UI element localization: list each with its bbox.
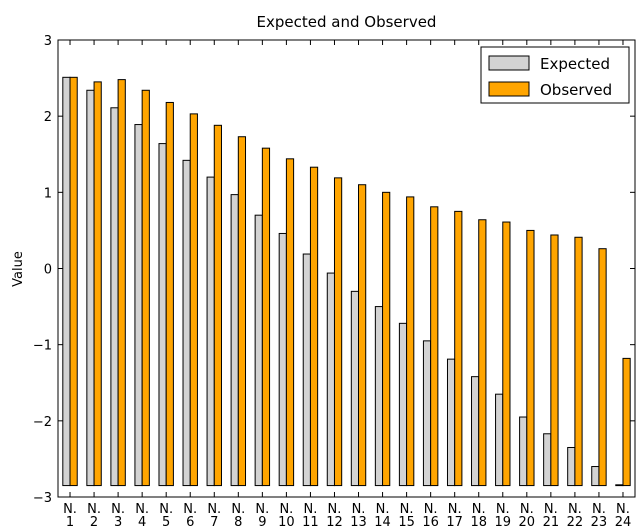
bar-expected-23 — [591, 466, 600, 487]
x-tick-label: N. 15 — [398, 502, 415, 530]
bar-observed-2 — [93, 81, 102, 487]
y-tick-label: −2 — [33, 415, 52, 430]
y-tick-label: −3 — [33, 491, 52, 506]
x-tick-label: N. 24 — [615, 502, 632, 530]
x-tick-label: N. 1 — [63, 502, 77, 530]
bar-observed-20 — [526, 229, 535, 487]
x-tick-label: N. 7 — [207, 502, 221, 530]
bar-observed-23 — [598, 248, 607, 487]
x-tick-label: N. 11 — [302, 502, 319, 530]
bar-expected-16 — [422, 340, 432, 487]
x-tick-label: N. 23 — [591, 502, 608, 530]
bar-observed-9 — [261, 147, 271, 487]
bar-observed-12 — [333, 177, 343, 487]
x-tick-label: N. 16 — [422, 502, 439, 530]
bar-observed-11 — [309, 166, 319, 487]
bar-observed-14 — [382, 191, 391, 487]
bar-observed-8 — [237, 136, 247, 487]
bar-observed-10 — [285, 158, 295, 487]
bar-observed-15 — [406, 196, 415, 487]
x-tick-label: N. 14 — [374, 502, 391, 530]
x-tick-label: N. 3 — [111, 502, 125, 530]
x-tick-label: N. 9 — [255, 502, 269, 530]
bar-observed-3 — [117, 79, 126, 487]
bar-observed-4 — [141, 89, 150, 487]
bar-expected-15 — [398, 322, 408, 487]
x-tick-label: N. 4 — [135, 502, 149, 530]
y-tick-label: −1 — [33, 339, 52, 354]
legend-label-expected: Expected — [540, 55, 610, 73]
x-tick-label: N. 12 — [326, 502, 343, 530]
ticks-layer: −3 −2 −1 0 1 2 3 N. 1 N. 2 N. 3 N. 4 N. 5 N. 6 N. 7 N. 8 N. 9 N. 1… — [33, 34, 635, 530]
bar-expected-13 — [350, 290, 360, 487]
bar-expected-4 — [134, 124, 143, 487]
bar-expected-20 — [519, 416, 528, 487]
bar-expected-8 — [230, 194, 239, 487]
bar-observed-19 — [502, 221, 511, 487]
bar-expected-10 — [278, 232, 287, 487]
x-tick-label: N. 21 — [543, 502, 560, 530]
x-tick-label: N. 10 — [278, 502, 295, 530]
bar-expected-7 — [206, 176, 215, 487]
bar-expected-5 — [158, 143, 167, 487]
x-tick-label: N. 13 — [350, 502, 367, 530]
bar-observed-17 — [454, 210, 463, 487]
x-tick-label: N. 8 — [231, 502, 245, 530]
chart-title: Expected and Observed — [257, 13, 437, 31]
bar-expected-3 — [110, 107, 119, 487]
bar-expected-1 — [62, 76, 71, 487]
bar-observed-18 — [478, 219, 487, 487]
bar-expected-24 — [615, 484, 624, 487]
x-tick-label: N. 17 — [446, 502, 463, 530]
legend-label-observed: Observed — [540, 81, 612, 99]
y-tick-label: 2 — [44, 110, 52, 125]
bar-observed-21 — [550, 234, 559, 487]
bar-expected-21 — [543, 433, 552, 487]
bar-expected-17 — [446, 358, 456, 487]
x-tick-label: N. 2 — [87, 502, 101, 530]
series-observed — [69, 76, 631, 487]
bar-expected-18 — [471, 376, 480, 487]
y-axis-label: Value — [11, 251, 26, 287]
bar-observed-5 — [165, 101, 174, 487]
bar-observed-16 — [430, 206, 439, 487]
y-tick-label: 0 — [44, 263, 52, 278]
bar-observed-1 — [69, 76, 78, 487]
x-tick-label: N. 22 — [567, 502, 584, 530]
bar-observed-22 — [574, 236, 583, 487]
x-tick-label: N. 19 — [494, 502, 511, 530]
x-tick-label: N. 6 — [183, 502, 197, 530]
bar-expected-22 — [567, 446, 576, 487]
bar-observed-13 — [358, 184, 367, 487]
bar-expected-6 — [182, 159, 191, 487]
x-tick-label: N. 18 — [470, 502, 487, 530]
bar-expected-11 — [302, 253, 311, 487]
legend-swatch-expected — [488, 55, 530, 71]
bar-observed-6 — [189, 113, 198, 487]
bar-expected-2 — [86, 89, 95, 487]
bar-expected-9 — [254, 214, 263, 487]
legend-swatch-observed — [488, 81, 530, 97]
bar-expected-19 — [495, 393, 504, 487]
y-tick-label: 3 — [44, 34, 52, 49]
bars-layer — [62, 76, 631, 487]
y-tick-label: 1 — [44, 186, 52, 201]
bar-observed-24 — [622, 357, 631, 487]
bar-expected-14 — [374, 306, 384, 487]
x-tick-label: N. 20 — [519, 502, 536, 530]
legend: Expected Observed — [480, 46, 630, 104]
bar-observed-7 — [213, 124, 222, 487]
x-tick-label: N. 5 — [159, 502, 173, 530]
bar-expected-12 — [326, 272, 335, 487]
